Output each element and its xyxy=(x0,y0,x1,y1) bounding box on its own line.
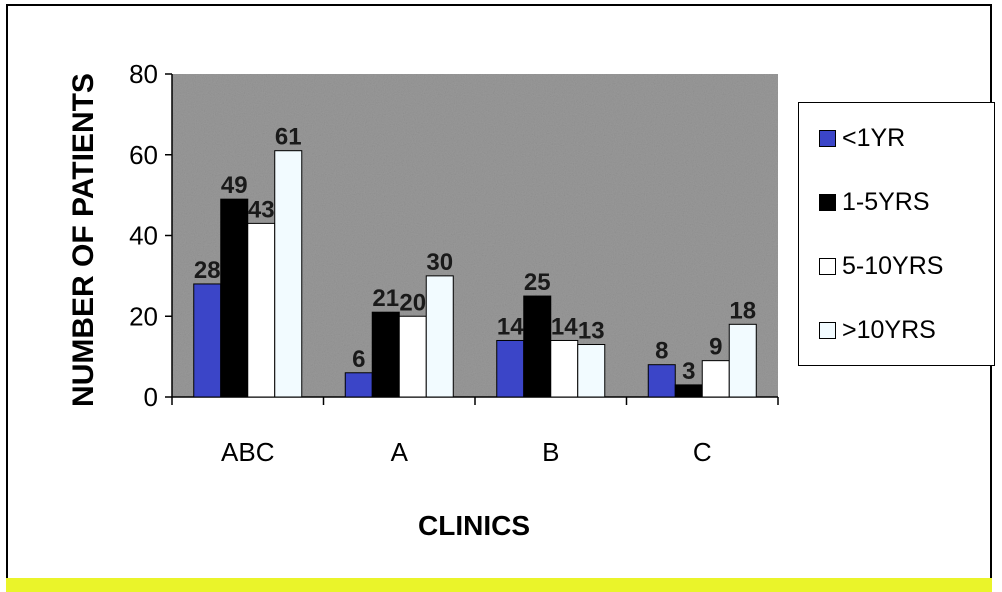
y-axis-title: NUMBER OF PATIENTS xyxy=(67,73,100,407)
legend-item: <1YR xyxy=(819,123,905,153)
legend: <1YR 1-5YRS 5-10YRS >10YRS xyxy=(798,102,995,366)
data-label: 20 xyxy=(399,289,426,316)
y-tick-label: 80 xyxy=(129,59,158,89)
bar-c-series-2 xyxy=(701,360,730,398)
x-axis-title: CLINICS xyxy=(418,510,530,541)
bar-c-series-1 xyxy=(674,384,703,398)
x-tick-label: B xyxy=(542,437,559,467)
bar-b-series-2 xyxy=(550,339,579,398)
data-label: 6 xyxy=(352,346,365,373)
bar-a-series-1 xyxy=(371,311,400,398)
y-tick-label: 60 xyxy=(129,140,158,170)
bar-b-series-1 xyxy=(523,295,552,398)
data-label: 28 xyxy=(194,257,221,284)
data-label: 14 xyxy=(497,313,524,340)
y-tick-label: 40 xyxy=(129,221,158,251)
y-tick-label: 20 xyxy=(129,301,158,331)
x-tick-label: ABC xyxy=(221,437,274,467)
bar-abc-series-3 xyxy=(274,150,303,398)
data-label: 18 xyxy=(729,297,756,324)
legend-item: 5-10YRS xyxy=(819,251,943,281)
x-tick-label: C xyxy=(693,437,712,467)
bar-b-series-0 xyxy=(496,339,525,398)
bar-a-series-3 xyxy=(425,275,454,398)
data-label: 25 xyxy=(524,269,551,296)
data-label: 8 xyxy=(655,338,668,365)
bar-abc-series-1 xyxy=(220,198,249,398)
x-axis: ABC A B C xyxy=(171,396,779,467)
bar-a-series-2 xyxy=(398,315,427,398)
bar-a-series-0 xyxy=(344,372,373,398)
legend-label: <1YR xyxy=(842,123,906,152)
data-label: 21 xyxy=(372,285,399,312)
legend-swatch xyxy=(819,257,836,275)
legend-swatch xyxy=(819,193,836,211)
legend-swatch xyxy=(819,129,836,147)
legend-label: 5-10YRS xyxy=(842,251,944,280)
data-label: 43 xyxy=(248,196,275,223)
bottom-color-strip xyxy=(6,578,992,592)
legend-item: >10YRS xyxy=(819,315,936,345)
bar-abc-series-0 xyxy=(193,283,222,398)
data-label: 3 xyxy=(682,358,695,385)
data-label: 14 xyxy=(551,313,578,340)
legend-swatch xyxy=(819,321,836,339)
legend-label: 1-5YRS xyxy=(842,187,930,216)
bar-abc-series-2 xyxy=(247,222,276,398)
legend-label: >10YRS xyxy=(842,315,936,344)
bar-c-series-3 xyxy=(728,323,757,398)
data-label: 9 xyxy=(709,334,722,361)
data-label: 13 xyxy=(578,318,605,345)
y-tick-label: 0 xyxy=(144,382,158,412)
data-label: 49 xyxy=(221,172,248,199)
bar-b-series-3 xyxy=(577,344,606,398)
data-label: 61 xyxy=(275,124,302,151)
y-axis: 0 20 40 60 80 xyxy=(129,59,173,412)
legend-item: 1-5YRS xyxy=(819,187,930,217)
bar-series xyxy=(193,150,757,398)
x-tick-label: A xyxy=(391,437,409,467)
bar-c-series-0 xyxy=(647,364,676,398)
data-label: 30 xyxy=(426,249,453,276)
